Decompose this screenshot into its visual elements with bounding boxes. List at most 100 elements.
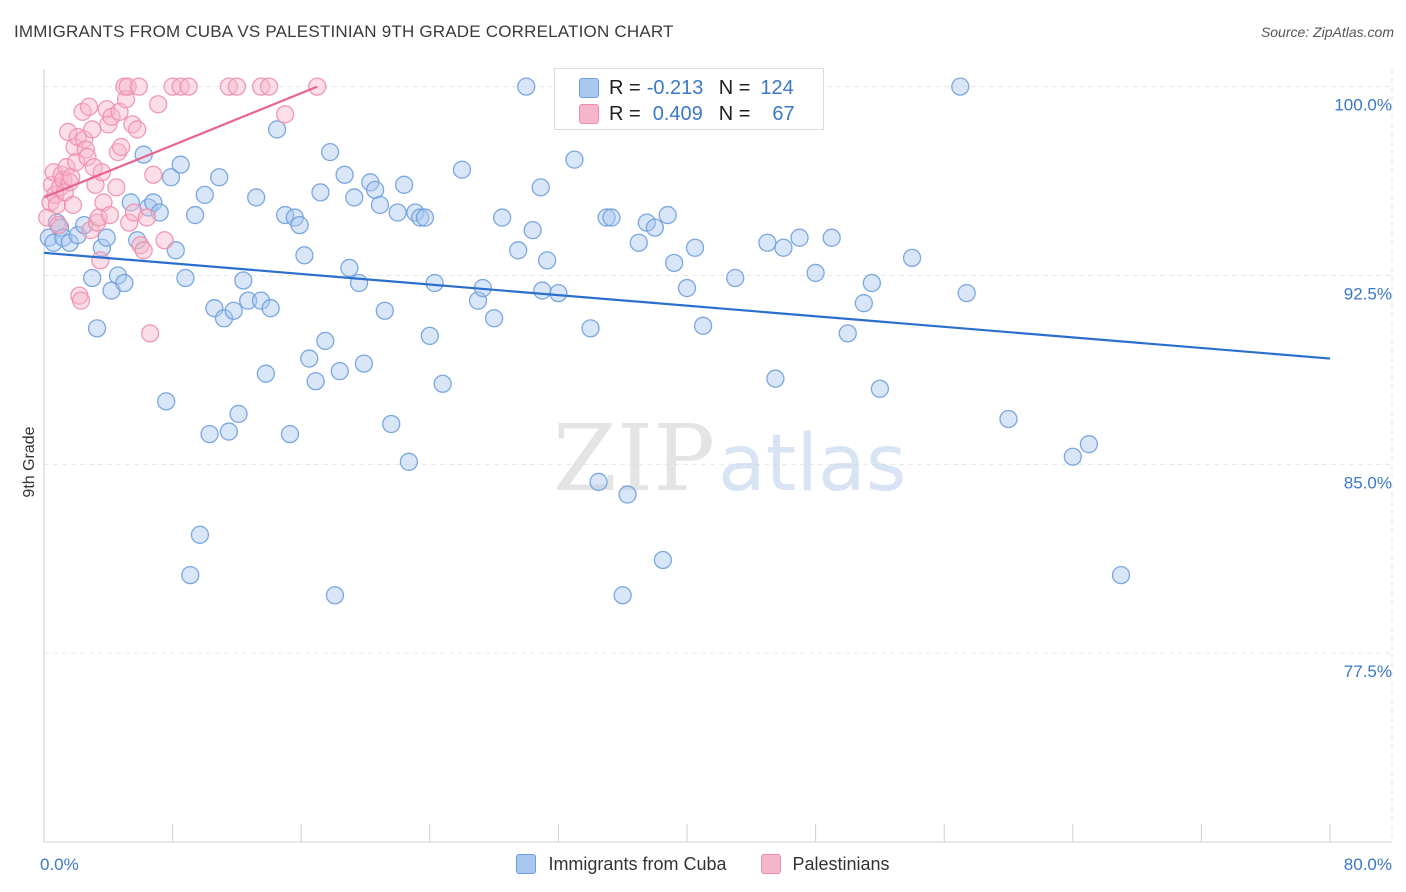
legend-n-label: N = xyxy=(718,102,751,125)
legend-n-value-cuba: 124 xyxy=(760,76,794,99)
point-cuba xyxy=(316,331,335,351)
point-palestinians xyxy=(155,231,174,250)
correlation-legend: R = -0.213 N = 124 R = 0.409 N = 67 xyxy=(554,68,824,130)
point-cuba xyxy=(190,525,210,544)
series-legend-label-palestinians: Palestinians xyxy=(792,853,890,874)
point-cuba xyxy=(433,374,452,393)
series-legend-item-cuba: Immigrants from Cuba xyxy=(516,854,727,875)
point-cuba xyxy=(97,228,116,247)
point-cuba xyxy=(951,77,970,96)
point-cuba xyxy=(581,319,600,338)
series-legend: Immigrants from Cuba Palestinians xyxy=(0,852,1406,876)
point-palestinians xyxy=(131,236,150,255)
point-cuba xyxy=(838,324,857,343)
point-cuba xyxy=(854,294,873,313)
point-cuba xyxy=(349,273,369,293)
point-cuba xyxy=(251,291,271,310)
point-palestinians xyxy=(71,291,91,310)
watermark-atlas: atlas xyxy=(718,419,907,509)
point-palestinians xyxy=(275,105,295,124)
point-palestinians xyxy=(58,122,78,142)
point-cuba xyxy=(157,392,176,411)
point-cuba xyxy=(300,349,319,368)
point-cuba xyxy=(758,233,777,252)
point-cuba xyxy=(181,565,200,585)
point-palestinians xyxy=(83,120,102,139)
series-legend-swatch-cuba xyxy=(516,854,537,874)
point-palestinians xyxy=(108,142,128,162)
point-cuba xyxy=(774,238,793,257)
point-cuba xyxy=(370,195,390,215)
point-cuba xyxy=(790,228,809,247)
point-palestinians xyxy=(128,120,147,139)
point-palestinians xyxy=(137,208,157,227)
point-cuba xyxy=(325,586,345,605)
point-cuba xyxy=(902,248,922,267)
point-cuba xyxy=(452,160,472,179)
point-palestinians xyxy=(129,77,148,96)
point-cuba xyxy=(247,188,266,207)
legend-swatch-cuba xyxy=(579,78,599,98)
legend-row-cuba: R = -0.213 N = 124 xyxy=(579,75,808,101)
point-cuba xyxy=(509,241,528,260)
point-cuba xyxy=(415,208,435,227)
grid-layer xyxy=(44,69,1393,842)
point-cuba xyxy=(375,301,394,320)
series-legend-swatch-palestinians xyxy=(760,854,781,874)
point-palestinians xyxy=(65,137,84,157)
chart-title: IMMIGRANTS FROM CUBA VS PALESTINIAN 9TH … xyxy=(14,22,674,41)
point-palestinians xyxy=(112,137,131,157)
point-cuba xyxy=(290,215,309,235)
points-layer xyxy=(38,77,1131,605)
point-cuba xyxy=(957,283,976,303)
point-cuba xyxy=(365,180,385,200)
point-cuba xyxy=(645,218,664,237)
point-cuba xyxy=(999,409,1018,429)
point-cuba xyxy=(161,168,181,187)
point-cuba xyxy=(1111,565,1131,585)
point-cuba xyxy=(531,178,550,197)
point-cuba xyxy=(267,120,287,139)
point-cuba xyxy=(629,233,648,252)
trendline-cuba xyxy=(43,251,1331,360)
point-palestinians xyxy=(148,95,168,114)
point-palestinians xyxy=(140,324,160,343)
trend-layer xyxy=(43,85,1331,360)
point-cuba xyxy=(766,369,785,388)
point-cuba xyxy=(1063,447,1082,466)
point-cuba xyxy=(320,142,340,162)
point-cuba xyxy=(382,414,401,434)
point-cuba xyxy=(677,278,697,298)
point-palestinians xyxy=(100,205,120,225)
x-tick-label: 0.0% xyxy=(40,855,79,874)
point-palestinians xyxy=(67,153,86,172)
point-cuba xyxy=(613,586,632,605)
point-cuba xyxy=(115,273,134,293)
legend-r-label: R = xyxy=(609,102,641,125)
point-cuba xyxy=(210,168,229,187)
point-cuba xyxy=(658,205,677,225)
point-cuba xyxy=(618,485,637,504)
point-cuba xyxy=(597,208,616,227)
legend-row-palestinians: R = 0.409 N = 67 xyxy=(579,101,820,127)
point-cuba xyxy=(565,150,584,169)
point-cuba xyxy=(239,291,258,310)
point-palestinians xyxy=(79,97,99,116)
point-cuba xyxy=(295,246,314,265)
point-cuba xyxy=(144,193,163,212)
point-palestinians xyxy=(78,147,97,167)
point-palestinians xyxy=(120,213,139,232)
legend-r-value-palestinians: 0.409 xyxy=(652,102,703,125)
point-cuba xyxy=(664,253,684,273)
point-cuba xyxy=(549,283,568,303)
point-palestinians xyxy=(179,77,198,96)
point-cuba xyxy=(108,266,128,285)
point-cuba xyxy=(602,208,621,227)
watermark-zip: ZIP xyxy=(553,405,715,512)
point-cuba xyxy=(214,309,234,328)
legend-n-label: N = xyxy=(718,76,751,99)
point-cuba xyxy=(806,263,825,283)
point-cuba xyxy=(306,372,325,391)
point-cuba xyxy=(195,185,214,205)
point-cuba xyxy=(200,424,219,444)
